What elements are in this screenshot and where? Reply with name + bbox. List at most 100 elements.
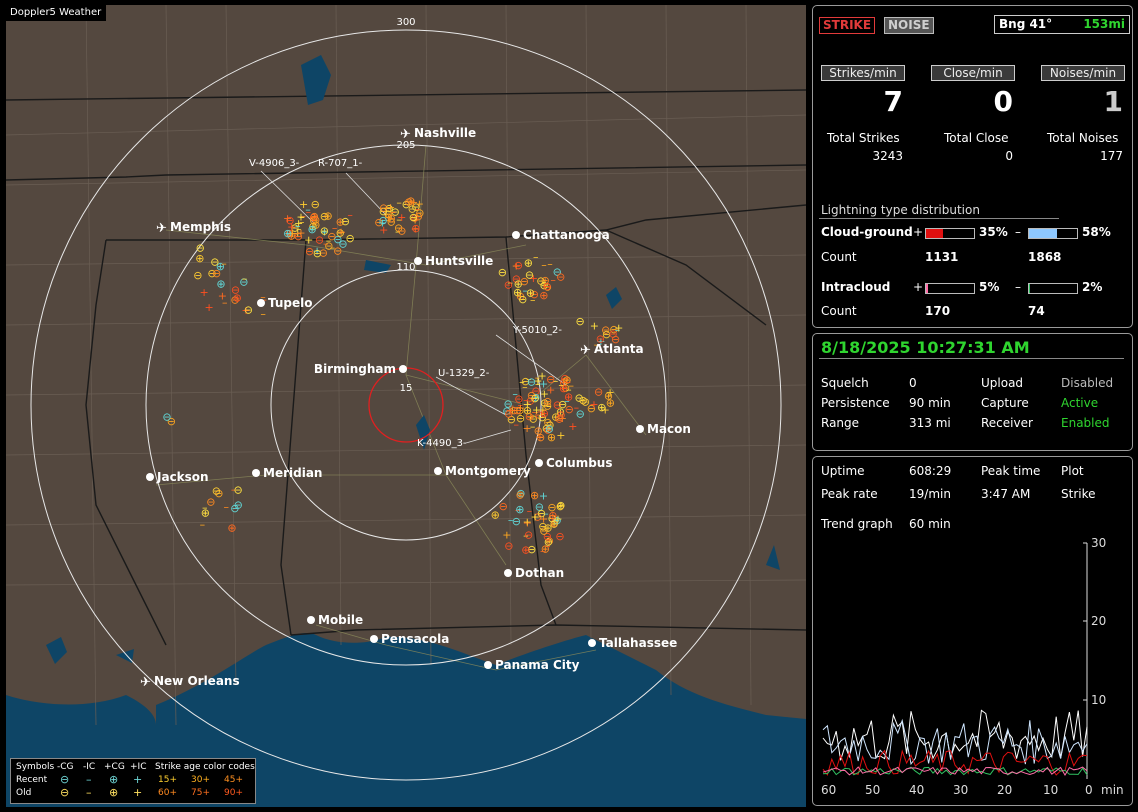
cloud-ground-label: Cloud-ground: [821, 225, 913, 239]
noise-mode-button[interactable]: NOISE: [884, 17, 934, 34]
city-dot-icon: [146, 473, 154, 481]
plot-value[interactable]: Strike: [1061, 487, 1096, 501]
strike-symbol: ⊖: [196, 241, 205, 254]
city-huntsville: Huntsville: [414, 254, 493, 268]
strike-mode-button[interactable]: STRIKE: [819, 17, 876, 34]
city-label: Birmingham: [314, 362, 396, 376]
strike-symbol: ⊕: [541, 274, 550, 287]
strike-symbol: –: [547, 258, 553, 271]
strike-symbol: ⊖: [387, 212, 396, 225]
strike-symbol: ⊖: [378, 214, 387, 227]
strike-symbol: ⊕: [531, 391, 540, 404]
strike-symbol: –: [513, 418, 519, 431]
strike-symbol: ⊕: [287, 230, 296, 243]
city-dot-icon: [512, 231, 520, 239]
strike-symbol: +: [320, 226, 329, 239]
strike-symbol: –: [242, 272, 248, 285]
cg-negative-pct: 58%: [1082, 225, 1111, 239]
ic-positive-bar: [925, 283, 975, 294]
strike-symbol: ⊖: [387, 215, 396, 228]
noises-per-min-button[interactable]: Noises/min: [1041, 65, 1125, 81]
strike-symbol: ⊖: [504, 279, 513, 292]
strike-symbol: ⊖: [527, 375, 536, 388]
strike-symbol: ⊖: [507, 413, 516, 426]
strikes-per-min-button[interactable]: Strikes/min: [821, 65, 905, 81]
strike-symbol: –: [566, 383, 572, 396]
strike-symbol: ⊖: [320, 225, 329, 238]
city-label: Chattanooga: [523, 228, 610, 242]
x-unit: min: [1101, 783, 1124, 797]
strike-symbol: –: [540, 545, 546, 558]
receiver-value: Enabled: [1061, 416, 1110, 430]
lightning-map[interactable]: 300 205 110 15 V-4906_3- R-707_1- Y-5010…: [6, 5, 806, 807]
peak-rate-label: Peak rate: [821, 487, 878, 501]
strike-symbol: –: [306, 206, 312, 219]
city-dot-icon: [636, 425, 644, 433]
status-divider: [819, 358, 1124, 359]
city-label: Columbus: [546, 456, 613, 470]
city-new-orleans: ✈ New Orleans: [140, 674, 240, 690]
strike-symbol: ⊖: [525, 268, 534, 281]
strike-symbol: ⊖: [498, 266, 507, 279]
strike-symbol: ⊖: [535, 501, 544, 514]
strike-symbol: ⊖: [550, 516, 559, 529]
age-60: 60+: [158, 788, 177, 798]
strike-symbol: +: [199, 286, 208, 299]
status-panel: 8/18/2025 10:27:31 AM Squelch 0 Upload D…: [812, 333, 1133, 451]
strike-symbol: –: [518, 399, 524, 412]
strike-symbol: ⊖: [333, 233, 342, 246]
age-30: 30+: [191, 775, 210, 785]
x-tick-50: 50: [865, 783, 880, 797]
x-tick-20: 20: [997, 783, 1012, 797]
strike-symbol: ⊖: [575, 315, 584, 328]
strike-symbol: ⊖: [555, 412, 564, 425]
strike-symbol: ⊖: [212, 267, 221, 280]
noises-per-min-value: 1: [1103, 85, 1123, 118]
strike-symbol: +: [409, 196, 418, 209]
strike-symbol: ⊖: [543, 400, 552, 413]
strike-symbol: ⊖: [543, 530, 552, 543]
strike-symbol: ⊕: [548, 509, 557, 522]
strike-symbol: ⊖: [383, 208, 392, 221]
strike-symbol: ⊖: [565, 403, 574, 416]
strike-symbol: –: [323, 237, 329, 250]
strike-symbol: ⊖: [542, 280, 551, 293]
strike-symbol: ⊖: [543, 281, 552, 294]
strike-symbol: –: [569, 379, 575, 392]
city-dot-icon: [588, 639, 596, 647]
map-canvas[interactable]: 300 205 110 15 V-4906_3- R-707_1- Y-5010…: [6, 5, 806, 807]
strike-symbol: –: [202, 501, 208, 514]
strike-symbol: ⊖: [539, 525, 548, 538]
legend-recent-label: Recent: [16, 775, 48, 785]
strike-symbol: ⊖: [311, 198, 320, 211]
strike-symbol: –: [390, 206, 396, 219]
city-dot-icon: [434, 467, 442, 475]
track-label: Y-5010_2-: [512, 325, 562, 336]
close-per-min-button[interactable]: Close/min: [931, 65, 1015, 81]
ic-plus-sign: +: [913, 280, 924, 294]
strike-symbol: +: [241, 304, 250, 317]
trend-graph-value[interactable]: 60 min: [909, 517, 951, 531]
strike-symbol: ⊖: [531, 385, 540, 398]
neg-cg-old-icon: ⊖: [60, 786, 70, 799]
strike-symbol: ⊕: [216, 260, 225, 273]
strike-symbol: –: [523, 529, 529, 542]
strike-symbol: –: [550, 273, 556, 286]
map-title: Doppler5 Weather: [6, 5, 107, 21]
strike-symbol: ⊖: [514, 259, 523, 272]
strike-symbol: ⊕: [201, 507, 210, 520]
range-label-205: 205: [396, 140, 415, 151]
legend-header-neg-ic: -IC: [83, 762, 96, 772]
strike-symbol: –: [527, 505, 533, 518]
strike-symbol: ⊖: [503, 397, 512, 410]
strike-symbol: ⊖: [515, 404, 524, 417]
strike-symbol: ⊖: [526, 394, 535, 407]
strike-symbol: ⊕: [541, 542, 550, 555]
strike-symbol: ⊕: [310, 210, 319, 223]
strike-symbol: ⊖: [545, 419, 554, 432]
track-lines: [260, 170, 567, 444]
strike-symbol: –: [526, 372, 532, 385]
strike-symbol: –: [395, 225, 401, 238]
strike-symbol: –: [522, 380, 528, 393]
strike-symbol: ⊖: [162, 410, 171, 423]
